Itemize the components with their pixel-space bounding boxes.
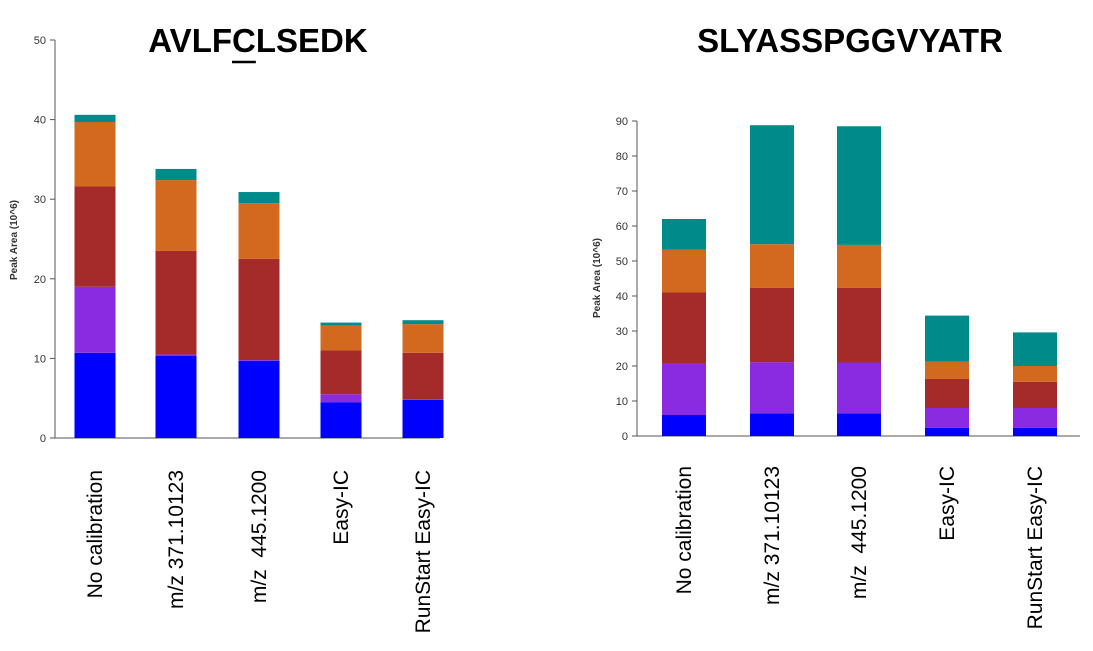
bar-segment-series-2	[238, 359, 280, 361]
bar-segment-series-3	[750, 287, 794, 363]
bar-segment-series-1	[925, 427, 969, 436]
y-tick-label: 70	[616, 186, 628, 198]
bar-segment-series-4	[662, 249, 706, 293]
bar-segment-series-3	[837, 287, 881, 363]
bar-segment-series-2	[320, 394, 362, 403]
bar-segment-series-1	[662, 415, 706, 436]
y-tick-label: 50	[34, 35, 46, 47]
bar-segment-series-2	[750, 362, 794, 414]
bar-segment-series-5	[837, 126, 881, 245]
bar-segment-series-1	[320, 402, 362, 438]
bar-segment-series-5	[662, 219, 706, 250]
bar-segment-series-3	[155, 250, 197, 355]
chart-avlfclsedk: AVLFCLSEDK Peak Area (10^6) 01020304050 …	[9, 22, 444, 633]
bar-segment-series-5	[74, 114, 116, 122]
category-labels: No calibration m/z 371.10123 m/z 445.1200 E…	[84, 470, 435, 633]
category-label: m/z 371.10123	[761, 466, 784, 605]
category-label: RunStart Easy-IC	[1024, 466, 1047, 629]
bar-segment-series-5	[238, 192, 280, 204]
bar-segment-series-2	[662, 363, 706, 415]
y-tick-label: 50	[616, 256, 628, 268]
bar-segment-series-3	[662, 292, 706, 364]
bar-segment-series-4	[74, 121, 116, 187]
y-tick-label: 60	[616, 221, 628, 233]
y-tick-label: 0	[40, 433, 46, 445]
category-label: No calibration	[673, 466, 696, 594]
bar-segment-series-5	[155, 168, 197, 181]
bar-segment-series-5	[402, 320, 444, 325]
y-tick-label: 30	[616, 326, 628, 338]
chart-title: SLYASSPGGVYATR	[697, 22, 1003, 59]
bar-segment-series-4	[925, 361, 969, 379]
y-axis: 0 10 20 30 40 50 60 70 80 90	[616, 116, 1080, 443]
chart-slyasspggvyatr: SLYASSPGGVYATR Peak Area (10^6) 0 10 20 30 4…	[592, 22, 1080, 629]
y-tick-label: 40	[616, 291, 628, 303]
category-labels: No calibration m/z 371.10123 m/z 445.1200 E…	[673, 466, 1047, 629]
y-tick-label: 80	[616, 151, 628, 163]
bar-segment-series-3	[402, 352, 444, 399]
category-label: Easy-IC	[936, 466, 959, 541]
bar-segment-series-4	[155, 180, 197, 251]
y-tick-label: 0	[622, 431, 628, 443]
y-tick-label: 10	[34, 353, 46, 365]
bar-segment-series-4	[1013, 366, 1057, 382]
bar-segment-series-4	[402, 324, 444, 353]
bar-segment-series-1	[74, 352, 116, 438]
bar-segment-series-5	[320, 322, 362, 326]
bar-segment-series-5	[1013, 332, 1057, 366]
bar-segment-series-1	[402, 399, 444, 438]
bar-segment-series-4	[750, 244, 794, 288]
chart-title: AVLFCLSEDK	[148, 22, 368, 59]
y-tick-label: 10	[616, 396, 628, 408]
category-label: m/z 371.10123	[165, 470, 188, 609]
bar-segment-series-2	[837, 362, 881, 414]
category-label: RunStart Easy-IC	[412, 470, 435, 633]
bar-segment-series-3	[925, 378, 969, 408]
bar-segment-series-5	[750, 125, 794, 245]
bar-segment-series-3	[238, 258, 280, 360]
bar-segment-series-2	[925, 408, 969, 428]
bar-segment-series-2	[402, 398, 444, 400]
bar-segment-series-4	[238, 203, 280, 259]
y-tick-label: 90	[616, 116, 628, 128]
bar-segment-series-5	[925, 315, 969, 362]
bar-segment-series-2	[155, 354, 197, 357]
bar-segment-series-3	[320, 350, 362, 395]
bar-segment-series-1	[837, 413, 881, 436]
y-tick-label: 30	[34, 194, 46, 206]
bar-segment-series-2	[1013, 408, 1057, 428]
category-label: Easy-IC	[330, 470, 353, 545]
y-axis-label: Peak Area (10^6)	[9, 200, 20, 280]
bar-segment-series-1	[1013, 427, 1057, 436]
bars	[662, 125, 1057, 436]
category-label: No calibration	[84, 470, 107, 598]
bar-segment-series-1	[155, 356, 197, 438]
category-label: m/z 445.1200	[848, 466, 871, 599]
bar-segment-series-4	[837, 244, 881, 288]
bar-segment-series-4	[320, 325, 362, 351]
y-tick-label: 20	[616, 361, 628, 373]
bar-segment-series-1	[238, 360, 280, 438]
y-tick-label: 40	[34, 115, 46, 127]
bars	[74, 114, 444, 438]
y-tick-label: 20	[34, 274, 46, 286]
bar-segment-series-2	[74, 286, 116, 353]
bar-segment-series-3	[1013, 381, 1057, 408]
category-label: m/z 445.1200	[248, 470, 271, 603]
y-axis-label: Peak Area (10^6)	[592, 238, 603, 318]
bar-segment-series-3	[74, 186, 116, 287]
bar-segment-series-1	[750, 413, 794, 436]
